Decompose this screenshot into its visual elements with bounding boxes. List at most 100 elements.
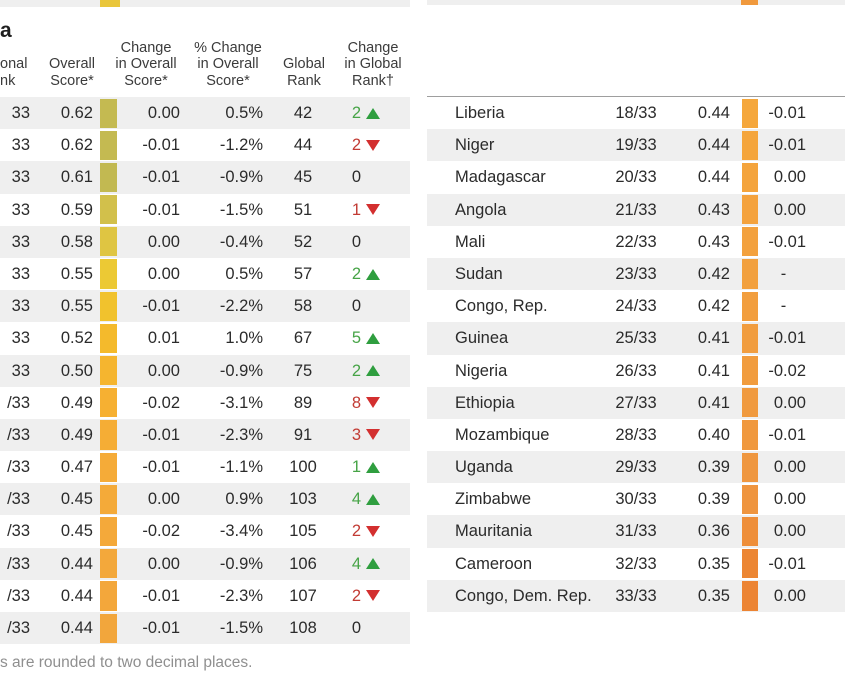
regional-rank: 20/33 bbox=[615, 168, 657, 187]
overall-score: 0.49 bbox=[60, 425, 93, 444]
score-color-swatch bbox=[742, 162, 758, 193]
col-change-global-line: in Global bbox=[344, 56, 402, 72]
regional-rank: 27/33 bbox=[615, 393, 657, 412]
change-in-score: -0.01 bbox=[768, 425, 806, 444]
change-in-score: -0.01 bbox=[142, 168, 180, 187]
global-rank: 58 bbox=[293, 297, 313, 316]
overall-score: 0.44 bbox=[60, 554, 93, 573]
overall-score: 0.35 bbox=[697, 554, 730, 573]
overall-score: 0.50 bbox=[60, 361, 93, 380]
table-row: Mozambique 28/33 0.40 -0.01 bbox=[427, 419, 845, 451]
overall-score: 0.44 bbox=[60, 586, 93, 605]
overall-score: 0.41 bbox=[697, 329, 730, 348]
change-in-score: 0.01 bbox=[147, 329, 180, 348]
change-in-score: -0.01 bbox=[142, 619, 180, 637]
regional-rank: 26/33 bbox=[615, 361, 657, 380]
country-name: Ethiopia bbox=[455, 393, 515, 412]
overall-score: 0.43 bbox=[697, 232, 730, 251]
pct-change-in-score: -0.9% bbox=[219, 361, 263, 380]
change-in-score: 0.00 bbox=[773, 586, 806, 605]
score-color-swatch bbox=[742, 323, 758, 353]
overall-score: 0.43 bbox=[697, 200, 730, 219]
overall-score: 0.36 bbox=[697, 522, 730, 541]
rank-down-icon bbox=[366, 590, 380, 602]
global-rank-change: 8 bbox=[351, 393, 361, 412]
table-row: 33 0.55 0.00 0.5% 57 2 bbox=[0, 258, 410, 290]
country-name: Mauritania bbox=[455, 522, 533, 541]
overall-score: 0.39 bbox=[697, 458, 730, 477]
regional-rank: 21/33 bbox=[615, 200, 657, 219]
change-in-score: 0.00 bbox=[773, 522, 806, 541]
global-rank: 103 bbox=[289, 490, 317, 509]
col-regional-rank-line: nk bbox=[0, 72, 16, 89]
col-change-overall-line: in Overall bbox=[115, 56, 177, 72]
country-name: Sudan bbox=[455, 264, 503, 283]
table-row: Uganda 29/33 0.39 0.00 bbox=[427, 451, 845, 484]
table-row: 33 0.52 0.01 1.0% 67 5 bbox=[0, 322, 410, 354]
regional-rank-fragment: /33 bbox=[7, 458, 30, 477]
global-rank-change: 1 bbox=[351, 200, 361, 219]
score-color-swatch bbox=[100, 452, 117, 482]
table-row: Ethiopia 27/33 0.41 0.00 bbox=[427, 386, 845, 419]
footnote: s are rounded to two decimal places. bbox=[0, 654, 253, 671]
change-in-score: -0.01 bbox=[142, 425, 180, 444]
score-color-swatch bbox=[100, 516, 117, 547]
overall-score: 0.41 bbox=[697, 393, 730, 412]
country-name: Mozambique bbox=[455, 425, 550, 444]
country-name: Nigeria bbox=[455, 361, 508, 380]
regional-rank-fragment: 33 bbox=[11, 168, 30, 187]
change-in-score: 0.00 bbox=[147, 264, 180, 283]
regional-rank: 31/33 bbox=[615, 522, 657, 541]
change-in-score: 0.00 bbox=[147, 232, 180, 251]
table-row: 33 0.50 0.00 -0.9% 75 2 bbox=[0, 354, 410, 387]
overall-score: 0.55 bbox=[60, 297, 93, 316]
global-rank: 100 bbox=[289, 458, 317, 477]
overall-score: 0.35 bbox=[697, 586, 730, 605]
change-in-score: -0.01 bbox=[142, 297, 180, 316]
regional-rank: 33/33 bbox=[615, 586, 657, 605]
overall-score: 0.44 bbox=[60, 619, 93, 637]
table-row: Nigeria 26/33 0.41 -0.02 bbox=[427, 355, 845, 387]
col-regional-rank: onal nk bbox=[0, 56, 34, 89]
col-global-rank-line: Global bbox=[283, 56, 325, 72]
table-row: Congo, Dem. Rep. 33/33 0.35 0.00 bbox=[427, 579, 845, 612]
change-in-score: - bbox=[780, 264, 787, 283]
table-row: Liberia 18/33 0.44 -0.01 bbox=[427, 97, 845, 129]
global-rank: 52 bbox=[293, 232, 313, 251]
score-color-swatch bbox=[100, 581, 117, 611]
pct-change-in-score: -3.4% bbox=[219, 522, 263, 541]
global-rank: 67 bbox=[293, 329, 313, 348]
global-rank: 57 bbox=[293, 264, 313, 283]
regional-rank: 25/33 bbox=[615, 329, 657, 348]
global-rank: 89 bbox=[293, 393, 313, 412]
pct-change-in-score: 0.5% bbox=[225, 264, 263, 283]
global-rank: 45 bbox=[293, 168, 313, 187]
overall-score: 0.45 bbox=[60, 522, 93, 541]
col-pct-change-overall: % Change in Overall Score* bbox=[186, 40, 270, 90]
score-color-swatch bbox=[100, 259, 117, 289]
change-in-score: 0.00 bbox=[773, 490, 806, 509]
table-body-left: 33 0.62 0.00 0.5% 42 2 33 0.62 -0.01 -1.2% 44 2 33 0.… bbox=[0, 97, 410, 645]
global-rank-change: 2 bbox=[351, 522, 361, 541]
regional-rank-fragment: 33 bbox=[11, 361, 30, 380]
change-in-score: -0.02 bbox=[768, 361, 806, 380]
score-color-swatch bbox=[742, 452, 758, 482]
global-rank: 42 bbox=[293, 104, 313, 122]
table-row: /33 0.49 -0.02 -3.1% 89 8 bbox=[0, 387, 410, 419]
country-name: Angola bbox=[455, 200, 507, 219]
overall-score: 0.62 bbox=[60, 136, 93, 155]
rank-up-icon bbox=[366, 332, 380, 344]
change-in-score: -0.02 bbox=[142, 522, 180, 541]
regional-rank-fragment: /33 bbox=[7, 490, 30, 509]
overall-score: 0.55 bbox=[60, 264, 93, 283]
change-in-score: -0.01 bbox=[142, 586, 180, 605]
score-color-swatch bbox=[741, 0, 758, 5]
regional-ranking-table-right: Liberia 18/33 0.44 -0.01 Niger 19/33 0.44 -0.01… bbox=[427, 96, 845, 612]
rank-down-icon bbox=[366, 397, 380, 409]
change-in-score: 0.00 bbox=[147, 361, 180, 380]
pct-change-in-score: -1.1% bbox=[219, 458, 263, 477]
change-in-score: -0.01 bbox=[768, 104, 806, 122]
section-title-fragment: a bbox=[0, 19, 12, 42]
pct-change-in-score: -0.9% bbox=[219, 554, 263, 573]
change-in-score: -0.01 bbox=[768, 232, 806, 251]
